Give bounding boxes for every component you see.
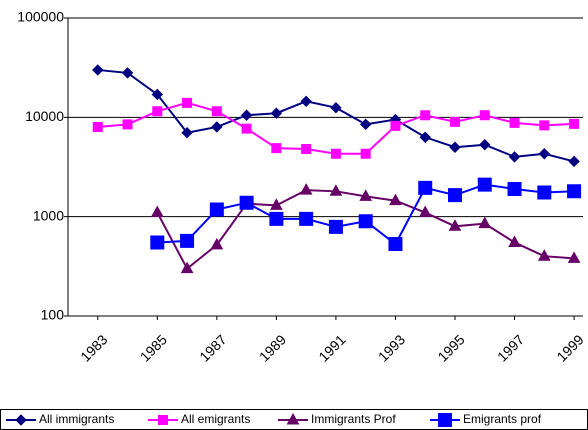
marker bbox=[479, 139, 491, 151]
marker bbox=[299, 211, 314, 226]
marker bbox=[300, 95, 312, 108]
marker bbox=[359, 118, 372, 131]
marker bbox=[181, 127, 193, 139]
x-tick-label: 1989 bbox=[256, 331, 289, 364]
marker bbox=[449, 141, 461, 153]
marker bbox=[209, 202, 224, 217]
marker bbox=[211, 106, 222, 117]
marker bbox=[477, 177, 492, 192]
marker bbox=[15, 414, 27, 426]
marker bbox=[509, 117, 520, 128]
marker bbox=[211, 121, 223, 133]
marker bbox=[269, 211, 284, 226]
y-tick-label: 100 bbox=[41, 307, 65, 323]
marker bbox=[567, 251, 581, 263]
marker bbox=[418, 205, 432, 218]
marker bbox=[240, 109, 253, 121]
marker bbox=[150, 235, 165, 250]
series-line bbox=[156, 189, 575, 271]
marker bbox=[539, 120, 550, 131]
series-line bbox=[97, 68, 575, 163]
marker bbox=[330, 148, 341, 159]
marker bbox=[270, 198, 283, 210]
marker bbox=[239, 195, 254, 210]
marker bbox=[418, 180, 433, 195]
marker bbox=[286, 412, 300, 425]
marker bbox=[507, 181, 522, 196]
x-tick-label: 1987 bbox=[196, 331, 229, 364]
marker bbox=[567, 184, 582, 199]
legend-label: Emigrants prof bbox=[463, 412, 542, 426]
marker bbox=[508, 151, 521, 163]
marker bbox=[158, 415, 168, 425]
marker bbox=[388, 237, 403, 252]
marker bbox=[449, 116, 460, 127]
x-tick-label: 1983 bbox=[77, 331, 110, 364]
marker bbox=[182, 97, 193, 108]
y-tick-label: 10000 bbox=[25, 108, 64, 124]
marker bbox=[358, 214, 373, 229]
marker bbox=[390, 120, 401, 131]
marker bbox=[92, 121, 103, 132]
marker bbox=[447, 188, 462, 203]
legend-label: All immigrants bbox=[39, 412, 114, 426]
legend-label: All emigrants bbox=[181, 412, 250, 426]
marker bbox=[478, 216, 492, 229]
x-tick-label: 1997 bbox=[494, 331, 527, 364]
x-tick-label: 1991 bbox=[315, 331, 348, 364]
marker bbox=[271, 143, 282, 154]
x-tick-label: 1995 bbox=[434, 331, 467, 364]
marker bbox=[569, 118, 580, 129]
marker bbox=[420, 110, 431, 121]
marker bbox=[438, 413, 452, 427]
marker bbox=[210, 237, 224, 250]
marker bbox=[301, 143, 312, 154]
marker bbox=[329, 184, 343, 196]
marker bbox=[508, 235, 521, 247]
y-tick-label: 1000 bbox=[33, 207, 64, 223]
marker bbox=[360, 148, 371, 159]
marker bbox=[537, 249, 551, 261]
marker bbox=[328, 219, 343, 234]
marker bbox=[150, 205, 164, 218]
marker bbox=[121, 67, 134, 79]
marker bbox=[122, 119, 133, 130]
x-tick-label: 1993 bbox=[375, 331, 408, 364]
marker bbox=[180, 261, 194, 274]
marker bbox=[330, 101, 342, 114]
x-tick-label: 1985 bbox=[137, 331, 170, 364]
legend: All immigrants All emigrants Immigrants Pr… bbox=[0, 409, 588, 430]
marker bbox=[389, 193, 402, 206]
marker bbox=[419, 131, 431, 143]
x-tick-label: 1999 bbox=[553, 331, 586, 364]
marker bbox=[241, 123, 252, 134]
marker bbox=[152, 106, 163, 117]
marker bbox=[448, 219, 462, 231]
y-tick-label: 100000 bbox=[17, 9, 64, 25]
marker bbox=[299, 183, 313, 195]
legend-label: Immigrants Prof bbox=[311, 412, 396, 426]
marker bbox=[537, 185, 552, 200]
marker bbox=[538, 148, 551, 160]
marker bbox=[92, 64, 104, 76]
marker bbox=[479, 110, 490, 121]
marker bbox=[270, 107, 283, 119]
marker bbox=[180, 233, 195, 248]
marker bbox=[151, 88, 164, 101]
marker bbox=[359, 189, 373, 201]
marker bbox=[568, 155, 580, 168]
